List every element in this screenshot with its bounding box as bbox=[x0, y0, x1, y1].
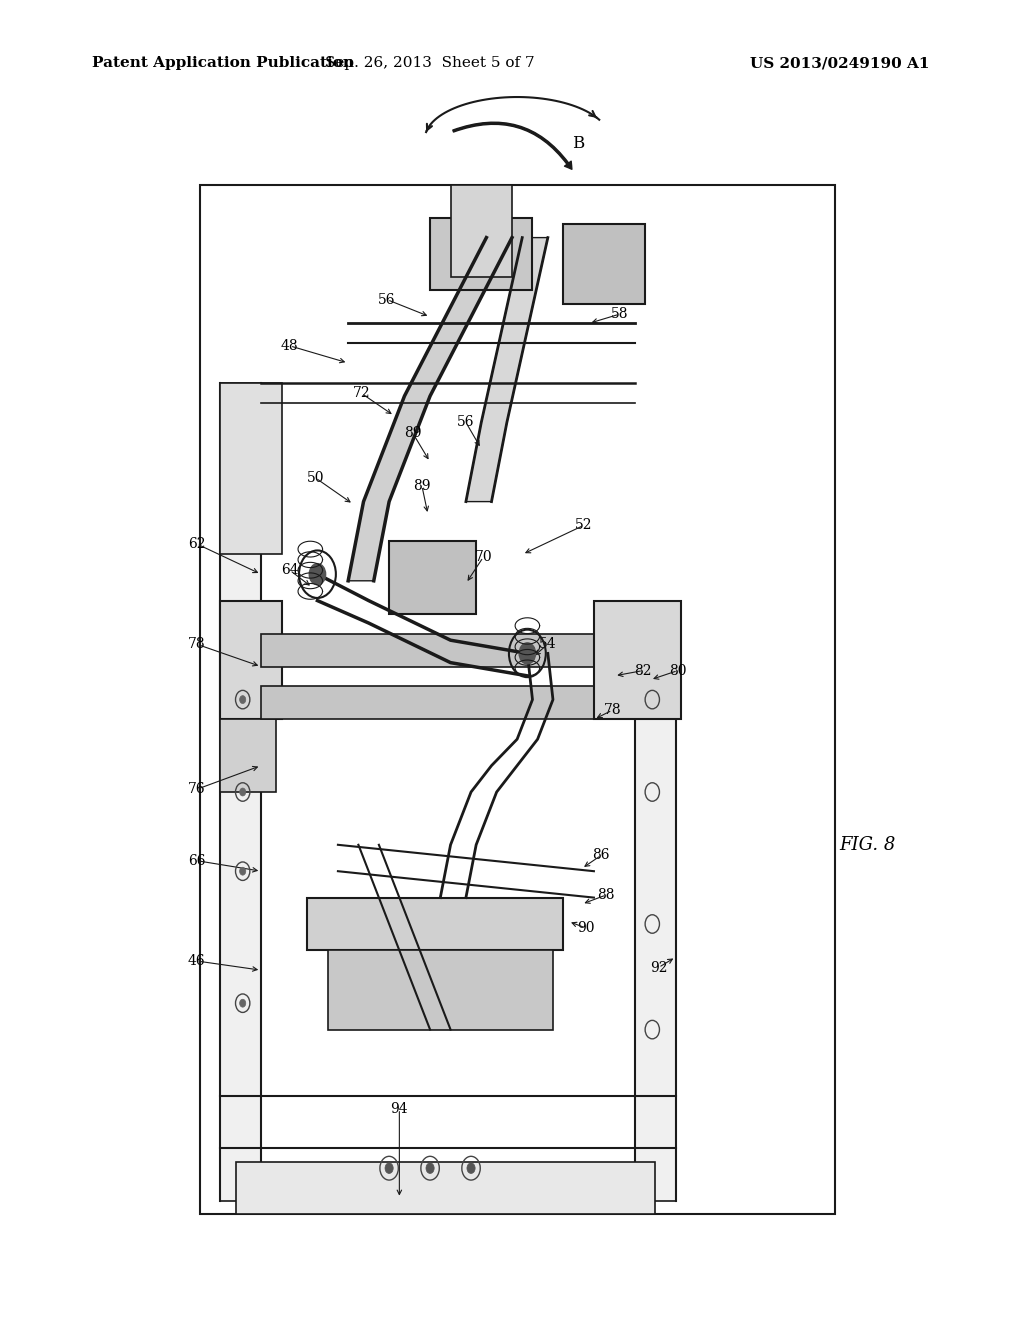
Text: B: B bbox=[572, 135, 585, 152]
Text: 86: 86 bbox=[592, 849, 610, 862]
Polygon shape bbox=[348, 238, 512, 581]
Text: 48: 48 bbox=[281, 339, 299, 352]
Bar bbox=[563, 224, 645, 304]
Text: 46: 46 bbox=[187, 954, 206, 968]
Text: 82: 82 bbox=[634, 664, 652, 677]
Bar bbox=[307, 898, 563, 950]
Text: 62: 62 bbox=[187, 537, 206, 550]
Circle shape bbox=[519, 643, 536, 664]
Polygon shape bbox=[466, 238, 548, 502]
Text: 92: 92 bbox=[649, 961, 668, 974]
Text: 78: 78 bbox=[603, 704, 622, 717]
Bar bbox=[220, 383, 261, 1201]
Text: 56: 56 bbox=[378, 293, 396, 306]
Text: 76: 76 bbox=[187, 783, 206, 796]
Text: FIG. 8: FIG. 8 bbox=[840, 836, 896, 854]
Circle shape bbox=[240, 696, 246, 704]
Bar bbox=[220, 383, 282, 554]
Bar bbox=[220, 719, 276, 792]
Text: 58: 58 bbox=[610, 308, 629, 321]
Bar bbox=[389, 541, 476, 614]
Text: 52: 52 bbox=[574, 519, 593, 532]
Bar bbox=[594, 601, 681, 719]
Text: 56: 56 bbox=[457, 416, 475, 429]
Circle shape bbox=[240, 788, 246, 796]
Circle shape bbox=[385, 1163, 393, 1173]
Bar bbox=[261, 686, 620, 719]
Text: 50: 50 bbox=[306, 471, 325, 484]
Bar bbox=[451, 185, 512, 277]
FancyArrowPatch shape bbox=[453, 123, 571, 169]
Text: 54: 54 bbox=[539, 638, 557, 651]
Text: 80: 80 bbox=[669, 664, 687, 677]
Circle shape bbox=[240, 867, 246, 875]
Bar bbox=[261, 634, 620, 667]
Text: 64: 64 bbox=[281, 564, 299, 577]
Bar bbox=[635, 607, 676, 1201]
Text: 94: 94 bbox=[390, 1102, 409, 1115]
Bar bbox=[236, 1162, 655, 1214]
Text: 90: 90 bbox=[577, 921, 595, 935]
Text: 70: 70 bbox=[474, 550, 493, 564]
Text: Patent Application Publication: Patent Application Publication bbox=[92, 57, 354, 70]
Bar bbox=[328, 950, 553, 1030]
Bar bbox=[430, 218, 532, 290]
Text: 89: 89 bbox=[413, 479, 431, 492]
Text: Sep. 26, 2013  Sheet 5 of 7: Sep. 26, 2013 Sheet 5 of 7 bbox=[326, 57, 535, 70]
Circle shape bbox=[309, 564, 326, 585]
Text: US 2013/0249190 A1: US 2013/0249190 A1 bbox=[750, 57, 930, 70]
Text: 78: 78 bbox=[187, 638, 206, 651]
Text: 66: 66 bbox=[187, 854, 206, 867]
Circle shape bbox=[426, 1163, 434, 1173]
Text: 72: 72 bbox=[352, 387, 371, 400]
Text: 88: 88 bbox=[597, 888, 615, 902]
Circle shape bbox=[467, 1163, 475, 1173]
Bar bbox=[220, 601, 282, 719]
Circle shape bbox=[240, 999, 246, 1007]
Bar bbox=[200, 185, 835, 1214]
Text: 89: 89 bbox=[403, 426, 422, 440]
